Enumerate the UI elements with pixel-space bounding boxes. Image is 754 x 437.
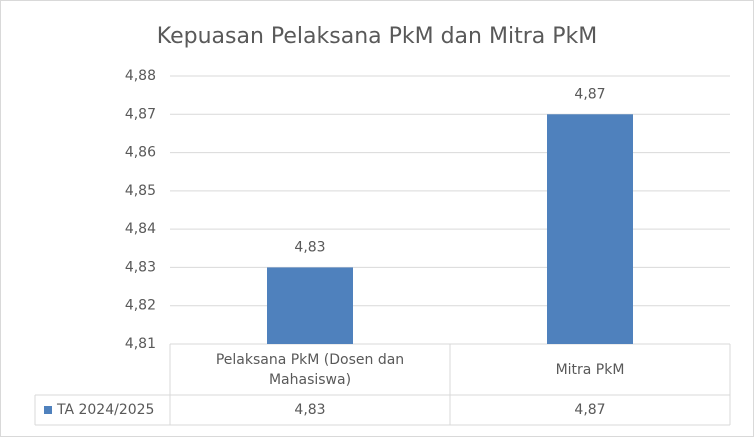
x-tick-label-box: Mitra PkM (555, 361, 625, 378)
y-tick-label: 4,81 (125, 336, 156, 352)
x-tick-label: Pelaksana PkM (Dosen dan Mahasiswa) (215, 351, 405, 388)
y-tick-label: 4,85 (125, 183, 156, 199)
y-tick-label: 4,84 (125, 221, 156, 237)
data-label: 4,83 (294, 239, 325, 255)
x-tick-label-box: Pelaksana PkM (Dosen dan Mahasiswa) (215, 351, 405, 388)
x-tick-label: Mitra PkM (555, 361, 625, 378)
legend-key (44, 406, 52, 414)
bar (547, 114, 633, 345)
bar (267, 267, 353, 344)
legend-label: TA 2024/2025 (56, 402, 154, 418)
y-tick-label: 4,82 (125, 298, 156, 314)
table-value: 4,83 (294, 402, 325, 418)
chart-title: Kepuasan Pelaksana PkM dan Mitra PkM (157, 24, 597, 49)
y-tick-label: 4,87 (125, 106, 156, 122)
y-tick-label: 4,88 (125, 68, 156, 84)
y-tick-label: 4,86 (125, 145, 156, 161)
table-value: 4,87 (574, 402, 605, 418)
y-tick-label: 4,83 (125, 259, 156, 275)
data-label: 4,87 (574, 86, 605, 102)
